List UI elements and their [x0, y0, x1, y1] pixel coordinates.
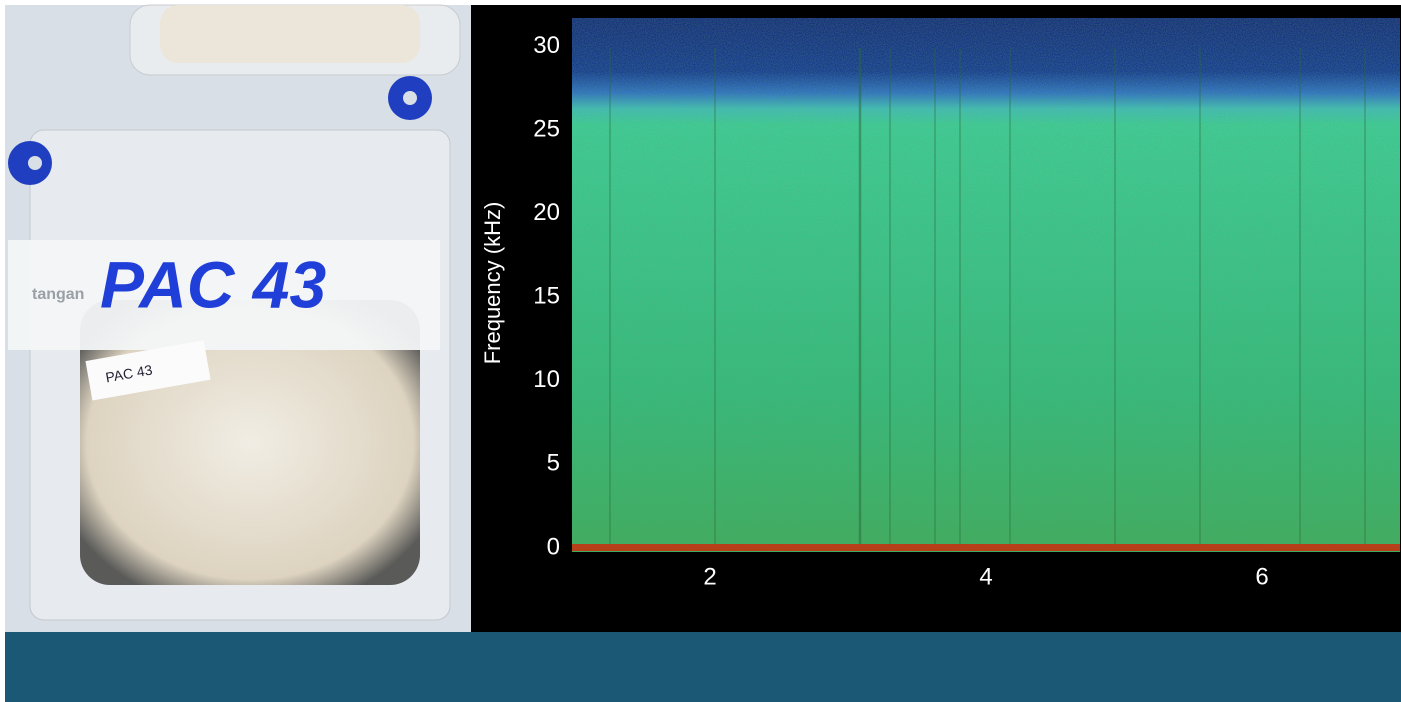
plot — [572, 18, 1400, 552]
marker-text: PAC 43 — [100, 247, 326, 321]
bag-text: tangan — [32, 286, 84, 303]
y-tick-label: 5 — [547, 450, 560, 477]
x-tick-label: 6 — [1255, 563, 1268, 590]
hole-center — [28, 156, 42, 170]
figure: tangan PAC 43 PAC 43 Frequency (kHz) 0 5 1… — [0, 0, 1401, 702]
y-tick-label: 10 — [533, 366, 560, 393]
y-tick-label: 30 — [533, 32, 560, 59]
x-tick-label: 4 — [979, 563, 992, 590]
y-tick-label: 25 — [533, 115, 560, 142]
x-tick-label: 2 — [703, 563, 716, 590]
y-tick-label: 15 — [533, 283, 560, 310]
sand-top — [160, 5, 420, 63]
y-tick-label: 20 — [533, 199, 560, 226]
spectrogram-noise — [572, 18, 1400, 552]
photo: tangan PAC 43 PAC 43 — [5, 5, 471, 632]
low-band — [572, 544, 1400, 551]
footer-bar — [5, 632, 1401, 702]
y-tick-label: 0 — [547, 533, 560, 560]
hole-center — [403, 91, 417, 105]
y-axis-label: Frequency (kHz) — [480, 202, 505, 365]
page: tangan PAC 43 PAC 43 Frequency (kHz) 0 5 1… — [0, 0, 1401, 702]
